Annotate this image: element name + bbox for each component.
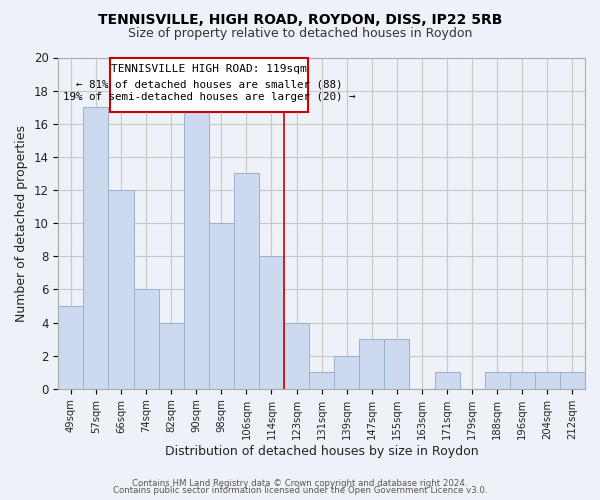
Bar [234,174,259,389]
Bar [58,306,83,389]
Bar [510,372,535,389]
FancyBboxPatch shape [110,58,308,112]
Text: ← 81% of detached houses are smaller (88): ← 81% of detached houses are smaller (88… [76,79,342,89]
Bar [385,339,409,389]
Bar [158,322,184,389]
Y-axis label: Number of detached properties: Number of detached properties [15,124,28,322]
Text: 19% of semi-detached houses are larger (20) →: 19% of semi-detached houses are larger (… [62,92,355,102]
Bar [309,372,334,389]
Bar [359,339,385,389]
Text: Contains public sector information licensed under the Open Government Licence v3: Contains public sector information licen… [113,486,487,495]
Bar [259,256,284,389]
Bar [109,190,134,389]
Bar [284,322,309,389]
Text: TENNISVILLE HIGH ROAD: 119sqm: TENNISVILLE HIGH ROAD: 119sqm [111,64,307,74]
Bar [535,372,560,389]
Bar [209,223,234,389]
Bar [184,107,209,389]
X-axis label: Distribution of detached houses by size in Roydon: Distribution of detached houses by size … [165,444,478,458]
Bar [560,372,585,389]
Bar [485,372,510,389]
Bar [334,356,359,389]
Text: Contains HM Land Registry data © Crown copyright and database right 2024.: Contains HM Land Registry data © Crown c… [132,478,468,488]
Bar [134,290,158,389]
Text: Size of property relative to detached houses in Roydon: Size of property relative to detached ho… [128,28,472,40]
Bar [434,372,460,389]
Text: TENNISVILLE, HIGH ROAD, ROYDON, DISS, IP22 5RB: TENNISVILLE, HIGH ROAD, ROYDON, DISS, IP… [98,12,502,26]
Bar [83,107,109,389]
